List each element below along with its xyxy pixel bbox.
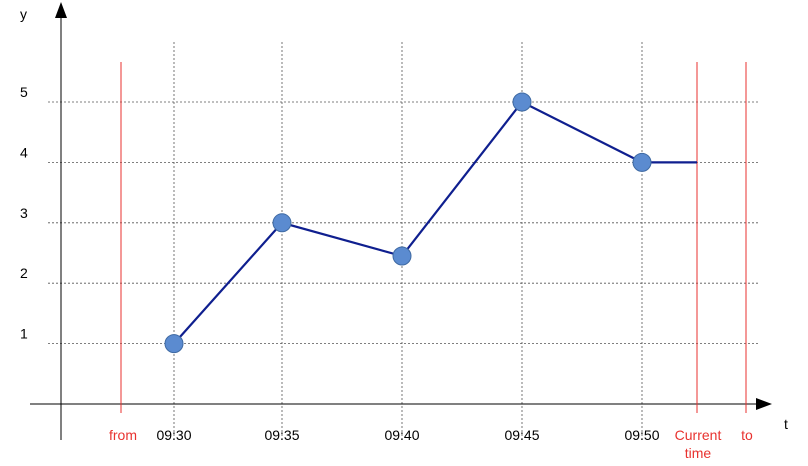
y-tick-label: 2 xyxy=(20,265,28,281)
y-tick-label: 1 xyxy=(20,326,28,342)
x-axis-label: t xyxy=(784,416,788,432)
tick-labels: 1 2 3 4 5 09:30 09:35 09:40 09:45 09:50 xyxy=(20,84,660,443)
time-markers: from Current time to xyxy=(109,62,753,461)
marker-label-current: Current xyxy=(675,427,722,443)
y-tick-label: 3 xyxy=(20,205,28,221)
data-point xyxy=(392,246,412,266)
data-point xyxy=(272,213,292,233)
x-tick-label: 09:35 xyxy=(264,427,299,443)
x-tick-label: 09:30 xyxy=(156,427,191,443)
x-tick-label: 09:45 xyxy=(504,427,539,443)
y-tick-label: 4 xyxy=(20,144,28,160)
y-axis-label: y xyxy=(20,6,27,22)
data-point xyxy=(632,152,652,172)
x-tick-label: 09:40 xyxy=(384,427,419,443)
data-point xyxy=(164,334,184,354)
x-tick-label: 09:50 xyxy=(624,427,659,443)
marker-label-to: to xyxy=(741,427,753,443)
grid xyxy=(48,42,760,440)
x-axis-arrow xyxy=(756,398,772,410)
series xyxy=(164,92,697,354)
data-point xyxy=(512,92,532,112)
marker-label-time: time xyxy=(685,445,712,461)
axes: t y xyxy=(20,2,788,440)
marker-label-from: from xyxy=(109,427,137,443)
y-tick-label: 5 xyxy=(20,84,28,100)
y-axis-arrow xyxy=(55,2,67,18)
